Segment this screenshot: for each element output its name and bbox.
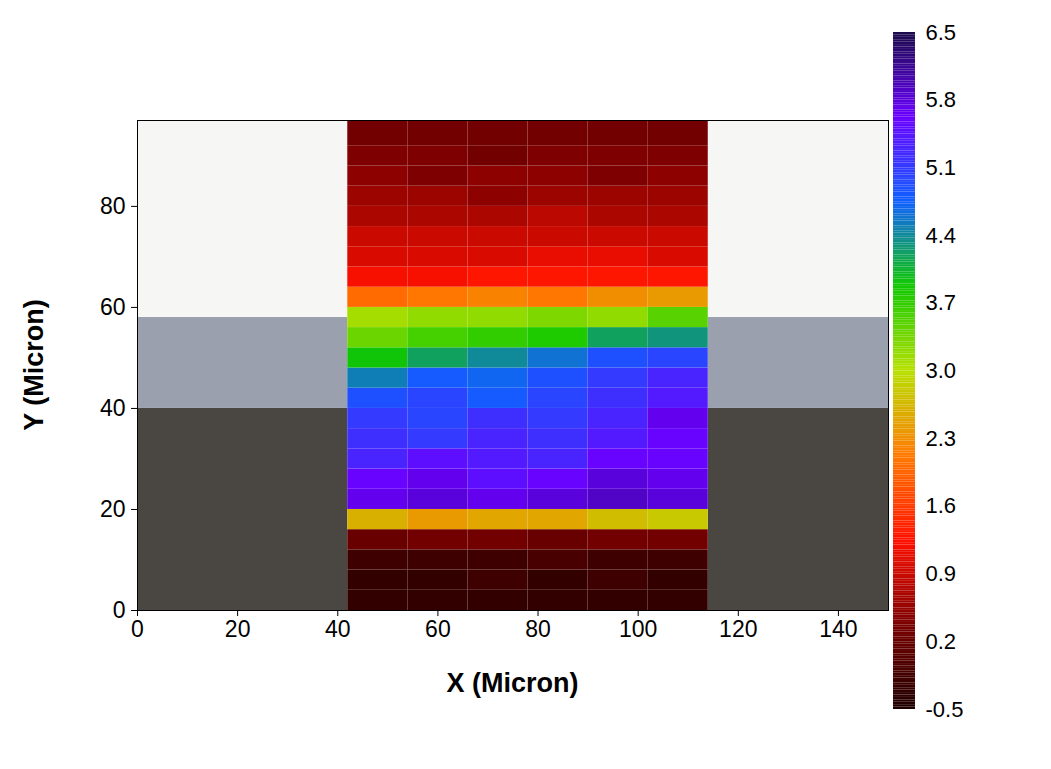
svg-text:80: 80 [100, 193, 126, 219]
html-text:Y (Micron): Y (Micron) [18, 299, 49, 431]
svg-text:0: 0 [113, 597, 126, 623]
svg-text:-0.5: -0.5 [926, 697, 964, 722]
svg-text:60: 60 [100, 294, 126, 320]
svg-text:40: 40 [325, 616, 351, 642]
svg-text:5.8: 5.8 [926, 87, 957, 112]
svg-text:20: 20 [100, 496, 126, 522]
svg-text:4.4: 4.4 [926, 223, 957, 248]
svg-text:40: 40 [100, 395, 126, 421]
svg-text:5.1: 5.1 [926, 155, 957, 180]
svg-text:6.5: 6.5 [926, 20, 957, 45]
svg-text:0: 0 [131, 616, 144, 642]
svg-text:3.7: 3.7 [926, 290, 957, 315]
svg-text:80: 80 [525, 616, 551, 642]
html-text:X (Micron): X (Micron) [446, 668, 579, 698]
svg-text:100: 100 [619, 616, 657, 642]
svg-text:60: 60 [425, 616, 451, 642]
svg-text:1.6: 1.6 [926, 493, 957, 518]
svg-text:3.0: 3.0 [926, 358, 957, 383]
svg-text:0.9: 0.9 [926, 561, 957, 586]
svg-text:0.2: 0.2 [926, 629, 957, 654]
svg-text:2.3: 2.3 [926, 426, 957, 451]
svg-text:20: 20 [225, 616, 251, 642]
svg-text:120: 120 [719, 616, 757, 642]
svg-text:140: 140 [819, 616, 857, 642]
